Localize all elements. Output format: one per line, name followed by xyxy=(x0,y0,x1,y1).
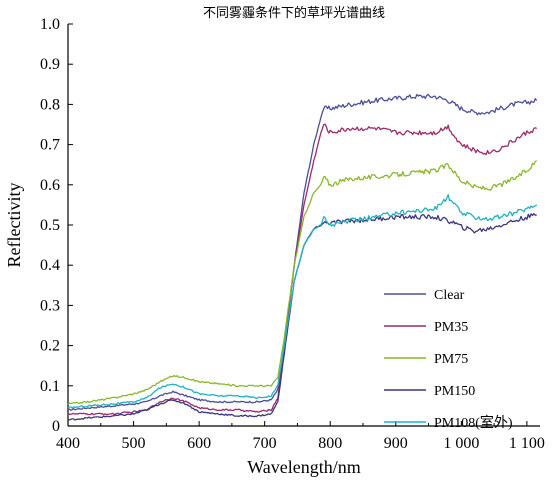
series-line xyxy=(67,160,537,405)
y-tick-label: 0.1 xyxy=(40,378,60,395)
legend: Clear PM35 PM75 PM150 PM108(室外) xyxy=(384,288,513,431)
x-tick-label: 800 xyxy=(318,435,342,452)
x-tick-label: 1 000 xyxy=(443,435,479,452)
y-tick-label: 0 xyxy=(52,418,60,435)
y-tick-label: 0.2 xyxy=(40,338,60,355)
x-tick-label: 700 xyxy=(253,435,277,452)
y-tick-label: 1.0 xyxy=(40,16,60,33)
y-tick-label: 0.5 xyxy=(40,217,60,234)
ticks: 400 500 600 700 800 900 1 000 1 10000.10.20.30.… xyxy=(40,16,545,452)
x-tick-label: 400 xyxy=(56,435,80,452)
x-tick-label: 900 xyxy=(384,435,408,452)
series-line xyxy=(67,123,537,416)
y-axis-label: Reflectivity xyxy=(4,183,24,268)
y-tick-label: 0.8 xyxy=(40,96,60,113)
y-tick-label: 0.9 xyxy=(40,56,60,73)
x-tick-label: 1 100 xyxy=(509,435,545,452)
legend-label: PM108(室外) xyxy=(434,414,513,431)
y-tick-label: 0.3 xyxy=(40,297,60,314)
y-tick-label: 0.4 xyxy=(40,257,60,274)
x-tick-label: 600 xyxy=(187,435,211,452)
x-axis-label: Wavelength/nm xyxy=(247,457,361,477)
plot-area xyxy=(67,93,538,421)
legend-label: PM35 xyxy=(434,320,468,335)
y-tick-label: 0.7 xyxy=(40,137,60,154)
series-line xyxy=(67,194,538,409)
series-line xyxy=(67,93,538,411)
y-tick-label: 0.6 xyxy=(40,177,60,194)
x-tick-label: 500 xyxy=(122,435,146,452)
chart-title: 不同雾霾条件下的草坪光谱曲线 xyxy=(203,5,385,21)
legend-label: PM150 xyxy=(434,384,475,399)
legend-label: PM75 xyxy=(434,352,468,367)
legend-label: Clear xyxy=(434,288,465,303)
axes xyxy=(67,24,540,427)
